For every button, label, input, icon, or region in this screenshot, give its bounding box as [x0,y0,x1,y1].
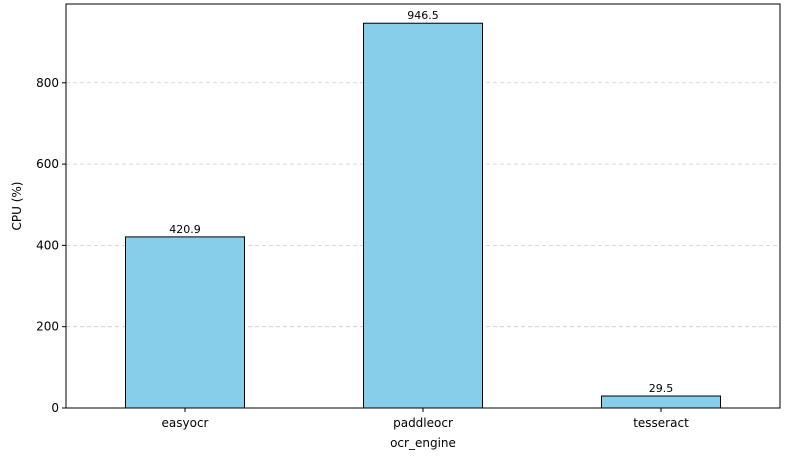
data-label-easyocr: 420.9 [169,223,201,236]
bar-easyocr [125,236,245,409]
x-tick-label-paddleocr: paddleocr [393,416,453,430]
y-tick-label: 0 [51,401,59,415]
bar-paddleocr [363,22,483,409]
x-axis-label: ocr_engine [390,436,456,450]
data-label-tesseract: 29.5 [649,382,674,395]
data-labels: 420.9 946.5 29.5 [169,9,673,395]
bar-tesseract [601,395,721,409]
y-tick-label: 200 [36,320,59,334]
x-tick-label-tesseract: tesseract [633,416,689,430]
bars [125,22,721,409]
y-axis-ticks: 0 200 400 600 800 [36,76,66,415]
x-axis-ticks: easyocr paddleocr tesseract [162,408,689,430]
y-tick-label: 600 [36,157,59,171]
y-axis-label: CPU (%) [10,182,24,231]
y-tick-label: 800 [36,76,59,90]
y-tick-label: 400 [36,238,59,252]
data-label-paddleocr: 946.5 [407,9,439,22]
x-tick-label-easyocr: easyocr [162,416,209,430]
